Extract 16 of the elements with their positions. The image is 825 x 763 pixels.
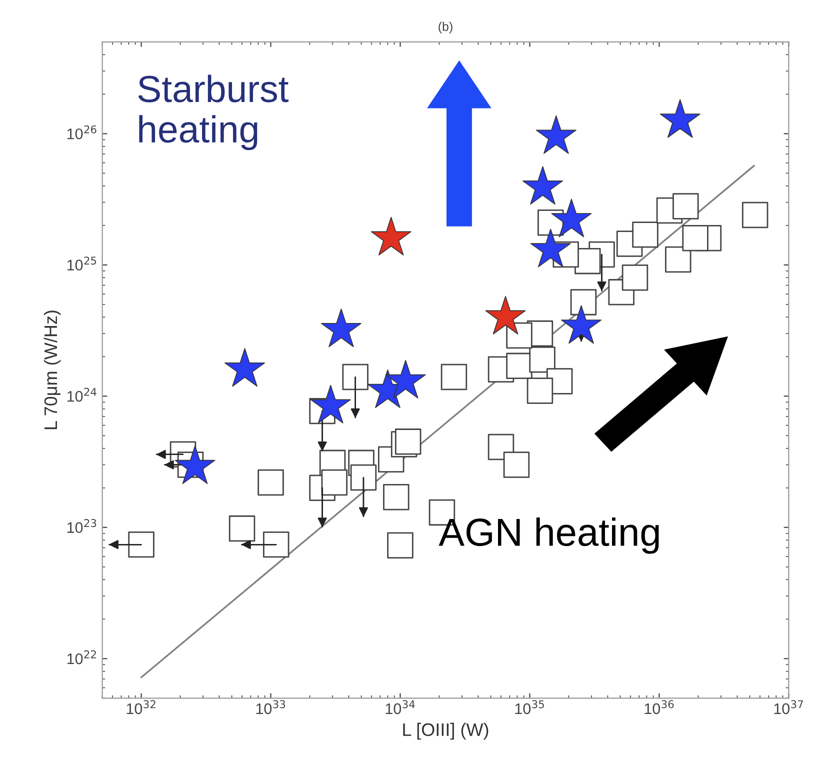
annotation: AGN heating xyxy=(438,518,659,554)
y-tick-label: 10$^{23}$ xyxy=(67,519,96,533)
y-tick-label: 10$^{24}$ xyxy=(67,388,96,402)
y-tick-label: 10$^{25}$ xyxy=(67,256,96,270)
x-tick-label: 10$^{35}$ xyxy=(515,700,544,714)
x-tick-label: 10$^{36}$ xyxy=(644,700,674,714)
x-tick-label: 10$^{33}$ xyxy=(256,700,286,714)
x-tick-label: 10$^{37}$ xyxy=(774,700,803,714)
y-tick-label: 10$^{26}$ xyxy=(67,125,96,140)
x-axis-title: L [OIII] (W) xyxy=(403,722,488,740)
x-tick-label: 10$^{32}$ xyxy=(126,700,156,714)
chart-title: (b) xyxy=(438,22,452,34)
annotation: Starburst heating xyxy=(138,74,288,150)
y-tick-label: 10$^{22}$ xyxy=(67,650,96,664)
y-axis-title: L 70μm (W/Hz) xyxy=(44,310,61,430)
x-tick-label: 10$^{34}$ xyxy=(386,700,415,714)
